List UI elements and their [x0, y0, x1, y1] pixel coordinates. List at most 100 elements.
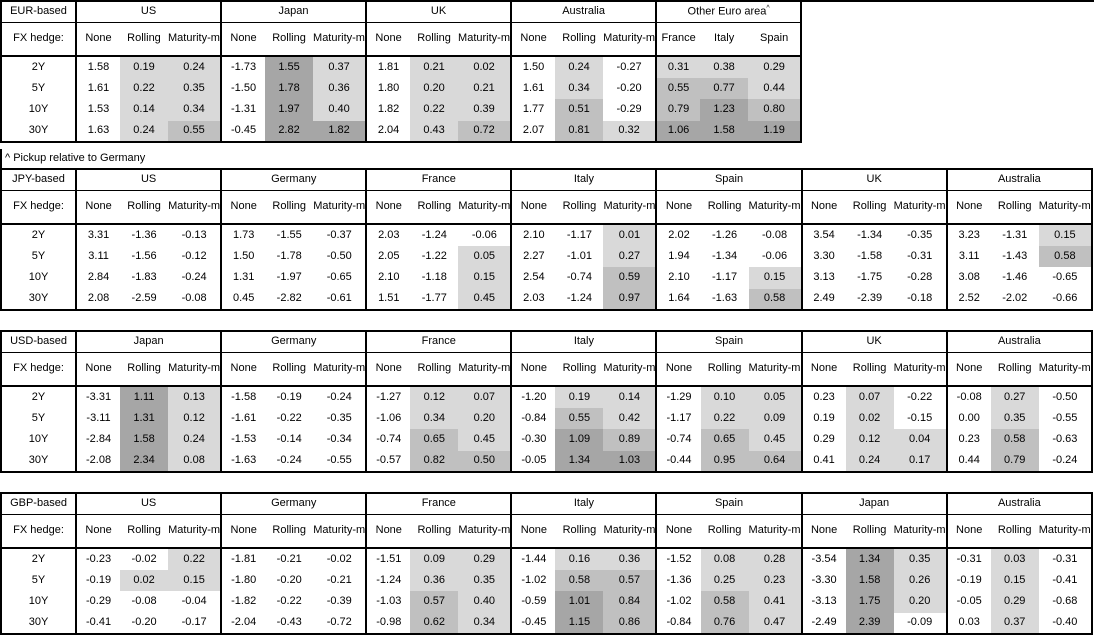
data-cell: 0.29 — [990, 591, 1039, 613]
data-cell: 1.81 — [365, 56, 411, 78]
data-cell: -3.11 — [75, 407, 121, 429]
data-cell: 2.03 — [365, 224, 411, 246]
subcol-header: Maturity-matched — [748, 352, 802, 387]
data-cell: 0.15 — [990, 569, 1039, 591]
data-cell: -1.24 — [365, 569, 411, 591]
data-cell: -0.18 — [907, 292, 933, 305]
data-cell: 0.50 — [458, 450, 512, 472]
data-cell: 0.44 — [748, 77, 802, 99]
data-cell: 0.23 — [800, 386, 846, 408]
base-label: JPY-based — [1, 169, 77, 191]
data-cell: -1.75 — [857, 271, 883, 284]
subcol-header: None — [800, 352, 846, 387]
subcol-header: Rolling — [265, 190, 314, 225]
data-cell: 1.82 — [365, 99, 411, 121]
subcol-header: Rolling — [410, 514, 459, 549]
data-cell: 1.75 — [845, 591, 894, 613]
data-cell: -1.17 — [655, 407, 701, 429]
data-cell: 0.37 — [990, 612, 1039, 634]
data-cell: -1.17 — [711, 271, 738, 284]
data-cell: -2.84 — [75, 429, 121, 451]
subcol-header: Rolling — [845, 352, 894, 387]
group-header: Japan — [800, 493, 947, 515]
data-cell: -1.73 — [220, 56, 266, 78]
data-cell: 1.31 — [120, 407, 169, 429]
subcol-header: None — [75, 22, 120, 57]
data-cell: -2.59 — [131, 292, 157, 305]
subcol-header: Rolling — [700, 352, 749, 387]
data-cell: -0.50 — [1052, 390, 1078, 403]
data-cell: -2.82 — [276, 292, 302, 305]
group-header-row: JPY-based US Germany France Italy Spain UK Aust… — [1, 169, 1092, 191]
table-jpy-based: JPY-based US Germany France Italy Spain UK Aust… — [0, 168, 1093, 311]
data-cell: -0.34 — [326, 433, 352, 446]
data-cell: -1.36 — [131, 228, 157, 241]
data-cell: -1.58 — [220, 386, 266, 408]
data-cell: 0.31 — [655, 56, 701, 78]
data-cell: -0.08 — [762, 228, 788, 241]
data-cell: -1.36 — [655, 569, 701, 591]
data-cell: 0.34 — [168, 99, 222, 121]
data-cell: 1.58 — [120, 429, 169, 451]
subcol-header: Maturity-matched — [603, 352, 657, 387]
group-header: France — [365, 331, 512, 353]
data-cell: 2.54 — [510, 267, 556, 289]
subcol-header: Rolling — [265, 22, 314, 57]
data-cell: -1.77 — [421, 292, 447, 305]
data-cell: -1.02 — [510, 569, 556, 591]
table-row: 2Y 1.58 0.19 0.24 -1.73 1.55 0.37 1.81 0.21 0.02 1… — [1, 56, 802, 78]
data-cell: 0.07 — [458, 386, 512, 408]
data-cell: 1.51 — [365, 288, 411, 310]
subcol-header: Maturity-matched — [313, 352, 367, 387]
data-cell: 0.15 — [458, 267, 512, 289]
tenor-label: 30Y — [28, 454, 49, 467]
data-cell: 0.03 — [990, 548, 1039, 570]
data-cell: 0.22 — [120, 77, 168, 99]
tenor-label: 10Y — [28, 103, 49, 116]
subcol-header: Rolling — [555, 352, 604, 387]
subcol-header: Italy — [700, 22, 749, 57]
data-cell: 0.35 — [893, 548, 947, 570]
subcol-header: Maturity-matched — [458, 22, 512, 57]
data-cell: 0.36 — [603, 548, 657, 570]
data-cell: 0.47 — [748, 612, 802, 634]
data-cell: -0.27 — [616, 60, 642, 73]
data-cell: -1.55 — [276, 228, 302, 241]
group-header: Italy — [510, 169, 657, 191]
data-cell: 0.55 — [555, 407, 604, 429]
subcol-header: Rolling — [410, 352, 459, 387]
data-cell: -2.39 — [857, 292, 883, 305]
data-cell: 0.12 — [845, 429, 894, 451]
data-cell: 3.54 — [800, 224, 846, 246]
subcol-header: None — [945, 352, 991, 387]
group-header: Germany — [220, 331, 367, 353]
data-cell: -0.65 — [326, 271, 352, 284]
data-cell: 1.58 — [700, 120, 749, 142]
subcol-header: Maturity-matched — [603, 514, 657, 549]
group-header-row: EUR-based US Japan UK Australia Other Euro ar… — [1, 1, 802, 23]
data-cell: -0.12 — [181, 249, 207, 262]
group-header: US — [75, 169, 222, 191]
data-cell: 0.64 — [748, 450, 802, 472]
data-cell: 0.89 — [603, 429, 657, 451]
subcol-header: None — [220, 190, 266, 225]
data-cell: -3.30 — [800, 569, 846, 591]
data-cell: 0.09 — [410, 548, 459, 570]
data-cell: 0.97 — [603, 288, 657, 310]
data-cell: 0.27 — [990, 386, 1039, 408]
data-cell: -0.98 — [365, 612, 411, 634]
data-cell: 0.20 — [458, 407, 512, 429]
data-cell: 0.34 — [555, 77, 604, 99]
data-cell: 0.21 — [410, 56, 459, 78]
data-cell: -1.34 — [711, 249, 738, 262]
data-cell: -0.55 — [326, 454, 352, 467]
data-cell: 0.00 — [945, 407, 991, 429]
subcol-header: Maturity-matched — [1038, 514, 1092, 549]
data-cell: -0.08 — [181, 292, 207, 305]
subcol-header: Rolling — [845, 514, 894, 549]
data-cell: 0.15 — [168, 569, 222, 591]
tenor-label: 2Y — [31, 228, 46, 241]
subcol-header: Rolling — [845, 190, 894, 225]
data-cell: -0.20 — [276, 573, 302, 586]
data-cell: 0.22 — [168, 548, 222, 570]
